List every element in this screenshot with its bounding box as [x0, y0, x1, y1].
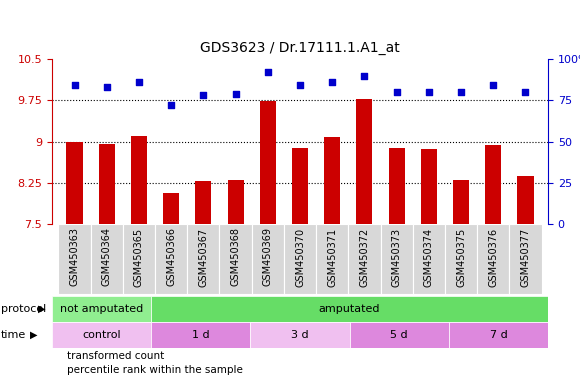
Text: GSM450374: GSM450374 — [424, 227, 434, 286]
Point — [166, 102, 176, 108]
Bar — [260, 101, 276, 224]
Text: protocol: protocol — [1, 304, 46, 314]
Text: GSM450377: GSM450377 — [520, 227, 531, 287]
Text: GSM450375: GSM450375 — [456, 227, 466, 287]
Point — [295, 82, 305, 88]
Bar — [389, 148, 405, 224]
Text: GSM450371: GSM450371 — [327, 227, 337, 286]
Bar — [453, 180, 469, 224]
Bar — [517, 175, 534, 224]
Bar — [316, 224, 349, 294]
Bar — [227, 180, 244, 224]
Bar — [59, 224, 90, 294]
Bar — [349, 224, 380, 294]
Bar — [251, 322, 350, 348]
Bar — [445, 224, 477, 294]
Bar — [151, 322, 251, 348]
Point — [424, 89, 433, 95]
Bar — [195, 181, 212, 224]
Text: GSM450366: GSM450366 — [166, 227, 176, 286]
Point — [521, 89, 530, 95]
Bar — [284, 224, 316, 294]
Bar — [350, 322, 449, 348]
Text: ▶: ▶ — [38, 304, 45, 314]
Text: percentile rank within the sample: percentile rank within the sample — [67, 365, 243, 375]
Bar — [163, 193, 179, 224]
Bar — [131, 136, 147, 224]
Text: ▶: ▶ — [30, 330, 38, 340]
Bar — [324, 137, 340, 224]
Text: GSM450367: GSM450367 — [198, 227, 208, 286]
Bar — [420, 149, 437, 224]
Point — [135, 79, 144, 85]
Point — [328, 79, 337, 85]
Text: time: time — [1, 330, 26, 340]
Bar — [151, 296, 548, 322]
Point — [263, 69, 273, 75]
Text: GSM450365: GSM450365 — [134, 227, 144, 286]
Point — [102, 84, 111, 90]
Bar — [509, 224, 542, 294]
Bar — [99, 144, 115, 224]
Text: GSM450369: GSM450369 — [263, 227, 273, 286]
Point — [199, 92, 208, 98]
Bar — [90, 224, 123, 294]
Point — [456, 89, 466, 95]
Bar — [380, 224, 413, 294]
Bar — [219, 224, 252, 294]
Point — [392, 89, 401, 95]
Text: transformed count: transformed count — [67, 351, 164, 361]
Text: amputated: amputated — [319, 304, 380, 314]
Point — [360, 73, 369, 79]
Bar — [155, 224, 187, 294]
Bar — [67, 141, 82, 224]
Bar — [187, 224, 219, 294]
Text: 5 d: 5 d — [390, 330, 408, 340]
Text: 3 d: 3 d — [291, 330, 309, 340]
Text: GSM450376: GSM450376 — [488, 227, 498, 286]
Point — [231, 91, 240, 97]
Text: GSM450373: GSM450373 — [392, 227, 401, 286]
Point — [488, 82, 498, 88]
Bar — [356, 99, 372, 224]
Bar — [413, 224, 445, 294]
Text: GSM450368: GSM450368 — [231, 227, 241, 286]
Bar — [123, 224, 155, 294]
Text: control: control — [82, 330, 121, 340]
Text: not amputated: not amputated — [60, 304, 143, 314]
Text: 1 d: 1 d — [192, 330, 209, 340]
Title: GDS3623 / Dr.17111.1.A1_at: GDS3623 / Dr.17111.1.A1_at — [200, 41, 400, 55]
Text: GSM450370: GSM450370 — [295, 227, 305, 286]
Bar — [52, 296, 151, 322]
Bar — [477, 224, 509, 294]
Text: GSM450364: GSM450364 — [102, 227, 112, 286]
Bar — [252, 224, 284, 294]
Text: GSM450372: GSM450372 — [360, 227, 369, 287]
Point — [70, 82, 79, 88]
Bar — [485, 146, 501, 224]
Bar — [449, 322, 548, 348]
Bar — [52, 322, 151, 348]
Text: 7 d: 7 d — [490, 330, 508, 340]
Text: GSM450363: GSM450363 — [70, 227, 79, 286]
Bar — [292, 148, 308, 224]
